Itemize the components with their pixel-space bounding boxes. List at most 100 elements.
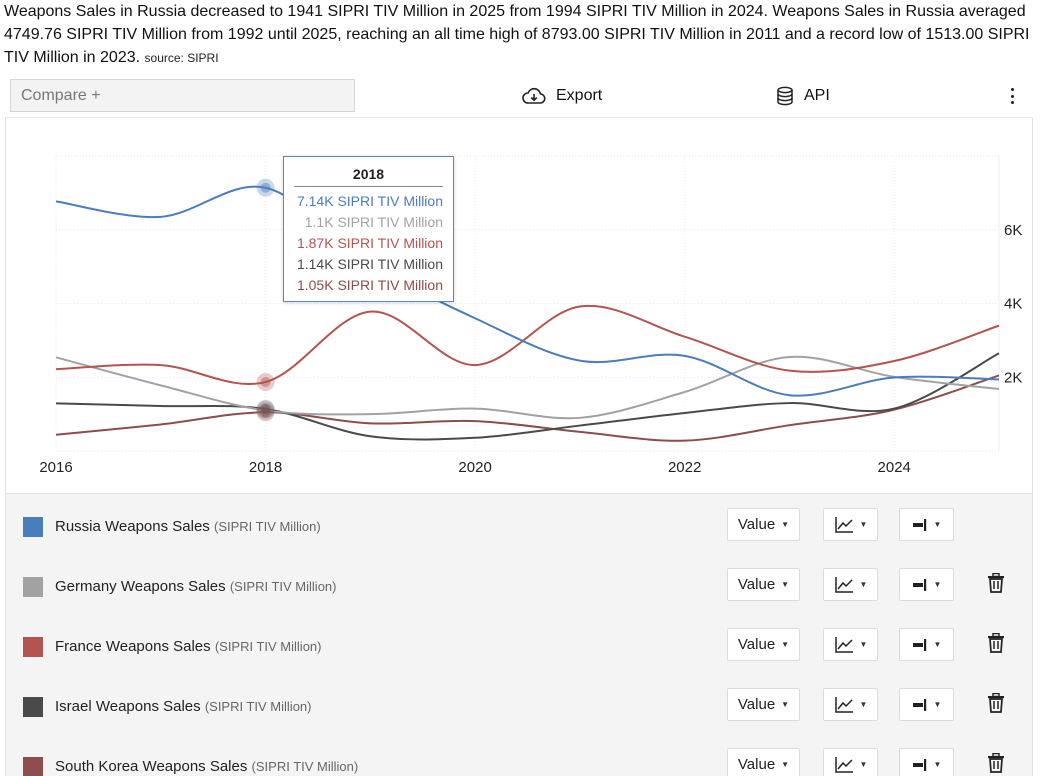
- caret-down-icon: ▼: [933, 520, 942, 529]
- hover-point-south_korea: [260, 407, 271, 418]
- hover-marker-russia: [256, 178, 275, 197]
- source-label[interactable]: source: SIPRI: [144, 51, 219, 65]
- axis-dropdown[interactable]: ▼: [899, 568, 954, 601]
- series-line-russia[interactable]: [55, 185, 1000, 397]
- hover-marker-france: [256, 373, 275, 392]
- series-name[interactable]: Germany Weapons Sales (SIPRI TIV Million…: [55, 578, 336, 595]
- api-button[interactable]: API: [776, 78, 830, 114]
- api-label: API: [804, 87, 830, 104]
- legend-row: South Korea Weapons Sales (SIPRI TIV Mil…: [6, 734, 1034, 776]
- series-unit: (SIPRI TIV Million): [213, 519, 321, 534]
- value-dropdown[interactable]: Value ▼: [727, 568, 800, 601]
- value-dropdown-label: Value: [737, 636, 776, 653]
- series-line-israel[interactable]: [55, 352, 1000, 441]
- value-dropdown[interactable]: Value ▼: [727, 688, 800, 721]
- series-unit: (SIPRI TIV Million): [229, 579, 337, 594]
- tooltip-row: 1.1K SIPRI TIV Million: [304, 214, 443, 230]
- series-color-swatch[interactable]: [23, 697, 43, 717]
- axis-position-icon: [912, 638, 928, 652]
- series-unit: (SIPRI TIV Million): [204, 699, 312, 714]
- export-button[interactable]: Export: [522, 78, 602, 114]
- caret-down-icon: ▼: [933, 700, 942, 709]
- caret-down-icon: ▼: [933, 640, 942, 649]
- value-dropdown-label: Value: [737, 756, 776, 773]
- hover-marker-germany: [256, 401, 275, 420]
- chart-type-dropdown[interactable]: ▼: [823, 568, 878, 601]
- x-tick-label: 2018: [249, 459, 282, 476]
- caret-down-icon: ▼: [859, 700, 868, 709]
- caret-down-icon: ▼: [933, 580, 942, 589]
- axis-position-icon: [912, 578, 928, 592]
- series-title: Russia Weapons Sales: [55, 518, 210, 535]
- value-dropdown[interactable]: Value ▼: [727, 508, 800, 541]
- series-name[interactable]: Russia Weapons Sales (SIPRI TIV Million): [55, 518, 321, 535]
- database-icon: [777, 86, 793, 106]
- series-line-france[interactable]: [55, 304, 1000, 385]
- x-tick-label: 2022: [668, 459, 701, 476]
- series-unit: (SIPRI TIV Million): [251, 759, 359, 774]
- summary-body: Weapons Sales in Russia decreased to 194…: [4, 3, 1030, 66]
- value-dropdown[interactable]: Value ▼: [727, 748, 800, 776]
- tooltip-row: 1.14K SIPRI TIV Million: [296, 256, 443, 272]
- series-unit: (SIPRI TIV Million): [214, 639, 322, 654]
- y-tick-label: 6K: [1004, 222, 1022, 239]
- series-color-swatch[interactable]: [23, 757, 43, 776]
- chart-tooltip: 2018 7.14K SIPRI TIV Million 1.1K SIPRI T…: [283, 156, 454, 302]
- value-dropdown[interactable]: Value ▼: [727, 628, 800, 661]
- chart-type-dropdown[interactable]: ▼: [823, 508, 878, 541]
- trash-icon[interactable]: [987, 692, 1007, 715]
- caret-down-icon: ▼: [859, 580, 868, 589]
- series-title: France Weapons Sales: [55, 638, 211, 655]
- axis-dropdown[interactable]: ▼: [899, 628, 954, 661]
- series-name[interactable]: South Korea Weapons Sales (SIPRI TIV Mil…: [55, 758, 358, 775]
- caret-down-icon: ▼: [859, 640, 868, 649]
- axis-position-icon: [912, 698, 928, 712]
- kebab-menu-icon[interactable]: [1004, 86, 1020, 106]
- compare-input[interactable]: Compare +: [10, 79, 355, 112]
- value-dropdown-label: Value: [737, 576, 776, 593]
- trash-icon[interactable]: [987, 632, 1007, 655]
- series-name[interactable]: Israel Weapons Sales (SIPRI TIV Million): [55, 698, 311, 715]
- chart-type-dropdown[interactable]: ▼: [823, 628, 878, 661]
- x-tick-label: 2024: [878, 459, 911, 476]
- caret-down-icon: ▼: [859, 760, 868, 769]
- cloud-download-icon: [522, 87, 546, 104]
- chart-type-dropdown[interactable]: ▼: [823, 688, 878, 721]
- tooltip-row: 7.14K SIPRI TIV Million: [296, 193, 443, 209]
- y-tick-label: 2K: [1004, 369, 1022, 386]
- trash-icon[interactable]: [987, 572, 1007, 595]
- series-legend: Russia Weapons Sales (SIPRI TIV Million)…: [5, 493, 1033, 776]
- y-tick-label: 4K: [1004, 296, 1022, 313]
- legend-row: France Weapons Sales (SIPRI TIV Million)…: [6, 614, 1034, 674]
- tooltip-row: 1.05K SIPRI TIV Million: [296, 277, 443, 293]
- line-chart-icon: [834, 576, 854, 594]
- hover-point-france: [260, 377, 271, 388]
- hover-point-germany: [260, 405, 271, 416]
- series-line-south_korea[interactable]: [55, 374, 1000, 442]
- caret-down-icon: ▼: [781, 700, 790, 709]
- caret-down-icon: ▼: [781, 760, 790, 769]
- legend-row: Russia Weapons Sales (SIPRI TIV Million)…: [6, 494, 1034, 554]
- value-dropdown-label: Value: [737, 516, 776, 533]
- trash-icon[interactable]: [987, 752, 1007, 775]
- series-color-swatch[interactable]: [23, 637, 43, 657]
- axis-dropdown[interactable]: ▼: [899, 748, 954, 776]
- chart-type-dropdown[interactable]: ▼: [823, 748, 878, 776]
- line-chart-icon: [834, 696, 854, 714]
- series-color-swatch[interactable]: [23, 517, 43, 537]
- line-chart[interactable]: 2016 2018 2020 2022 2024 2K 4K 6K: [6, 118, 1032, 494]
- legend-row: Germany Weapons Sales (SIPRI TIV Million…: [6, 554, 1034, 614]
- tooltip-rows: 7.14K SIPRI TIV Million 1.1K SIPRI TIV Mi…: [288, 191, 443, 296]
- axis-dropdown[interactable]: ▼: [899, 688, 954, 721]
- chart-area: 2016 2018 2020 2022 2024 2K 4K 6K 2018 7.14K SI…: [5, 117, 1033, 493]
- series-name[interactable]: France Weapons Sales (SIPRI TIV Million): [55, 638, 321, 655]
- chart-toolbar: Compare + Export API: [10, 78, 1030, 114]
- series-title: Israel Weapons Sales: [55, 698, 201, 715]
- x-tick-label: 2016: [39, 459, 72, 476]
- series-line-germany[interactable]: [55, 355, 1000, 420]
- value-dropdown-label: Value: [737, 696, 776, 713]
- axis-dropdown[interactable]: ▼: [899, 508, 954, 541]
- summary-text: Weapons Sales in Russia decreased to 194…: [4, 0, 1038, 70]
- hover-point-russia: [260, 182, 271, 193]
- series-color-swatch[interactable]: [23, 577, 43, 597]
